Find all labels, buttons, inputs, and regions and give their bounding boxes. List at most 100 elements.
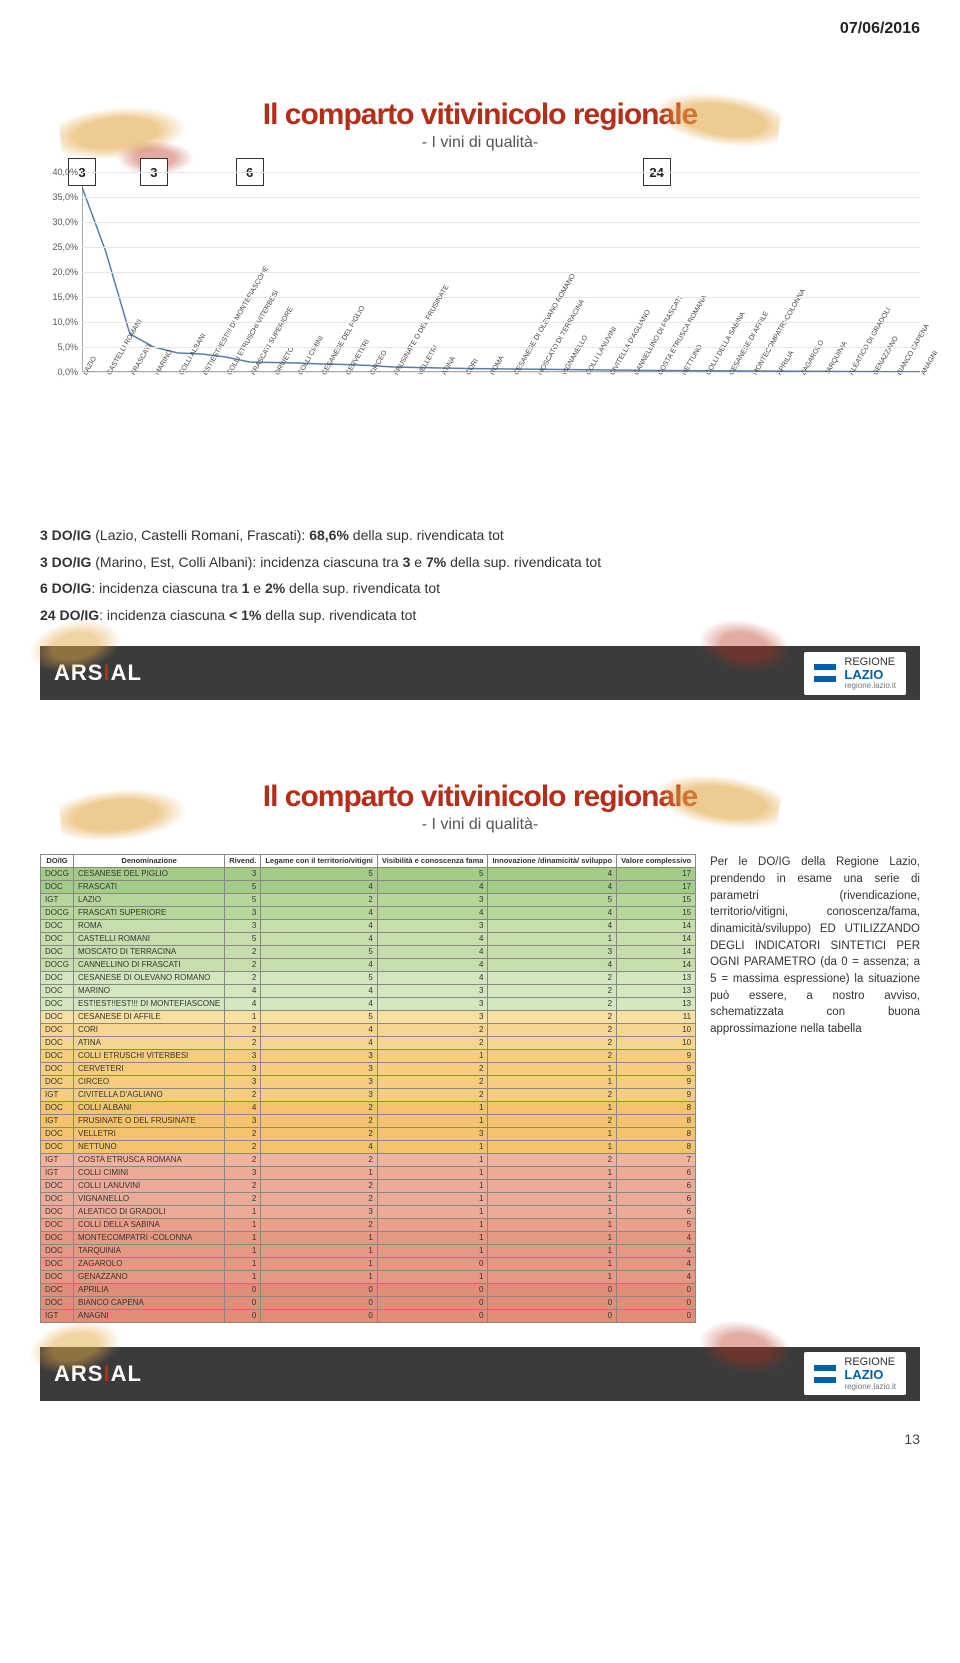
table-cell: 1 [488, 1231, 617, 1244]
table-cell: 2 [225, 958, 261, 971]
table-row: DOCCOLLI LANUVINI22116 [41, 1179, 696, 1192]
table-cell: TARQUINIA [74, 1244, 225, 1257]
table-cell: 2 [488, 1036, 617, 1049]
table-cell: 1 [488, 1166, 617, 1179]
table-row: DOCFRASCATI544417 [41, 880, 696, 893]
chart-y-tick-label: 15,0% [40, 292, 78, 302]
table-cell: COLLI ETRUSCHI VITERBESI [74, 1049, 225, 1062]
chart-y-tick-label: 10,0% [40, 317, 78, 327]
table-cell: 10 [617, 1023, 696, 1036]
table-cell: DOC [41, 1127, 74, 1140]
table-cell: VIGNANELLO [74, 1192, 225, 1205]
table-cell: 4 [261, 997, 378, 1010]
table-cell: MARINO [74, 984, 225, 997]
table-cell: 4 [488, 906, 617, 919]
table-cell: 2 [261, 1114, 378, 1127]
table-cell: 4 [225, 997, 261, 1010]
table-cell: 8 [617, 1101, 696, 1114]
table-cell: 2 [488, 1114, 617, 1127]
table-cell: 15 [617, 893, 696, 906]
table-cell: 1 [261, 1231, 378, 1244]
table-cell: CESANESE DEL PIGLIO [74, 867, 225, 880]
table-row: DOCAPRILIA00000 [41, 1283, 696, 1296]
table-cell: 1 [225, 1010, 261, 1023]
chart-y-tick-label: 35,0% [40, 192, 78, 202]
table-cell: 0 [617, 1283, 696, 1296]
table-cell: DOC [41, 932, 74, 945]
regione-lazio-badge: REGIONE LAZIO regione.lazio.it [804, 1352, 906, 1395]
regione-flag-icon [814, 664, 836, 682]
table-cell: 14 [617, 958, 696, 971]
table-note: Per le DO/IG della Regione Lazio, prende… [710, 854, 920, 1037]
table-cell: DOC [41, 1062, 74, 1075]
table-cell: 3 [225, 867, 261, 880]
table-row: DOCCOLLI ALBANI42118 [41, 1101, 696, 1114]
table-cell: FRASCATI SUPERIORE [74, 906, 225, 919]
table-cell: 4 [261, 1023, 378, 1036]
table-cell: 0 [377, 1257, 488, 1270]
table-cell: 5 [261, 1010, 378, 1023]
table-cell: 0 [225, 1309, 261, 1322]
table-cell: FRUSINATE O DEL FRUSINATE [74, 1114, 225, 1127]
doig-score-table: DO/IGDenominazioneRivend.Legame con il t… [40, 854, 696, 1323]
table-cell: 1 [488, 1244, 617, 1257]
table-cell: 0 [488, 1309, 617, 1322]
table-cell: 2 [488, 1010, 617, 1023]
table-header-cell: Denominazione [74, 855, 225, 868]
table-cell: 2 [261, 1101, 378, 1114]
section1-header: Il comparto vitivinicolo regionale - I v… [40, 98, 920, 152]
summary-bullets: 3 DO/IG (Lazio, Castelli Romani, Frascat… [40, 522, 920, 628]
table-cell: 3 [225, 1166, 261, 1179]
table-cell: 2 [377, 1062, 488, 1075]
table-row: DOCZAGAROLO11014 [41, 1257, 696, 1270]
table-cell: 1 [377, 1140, 488, 1153]
table-cell: DOC [41, 1023, 74, 1036]
table-cell: 14 [617, 932, 696, 945]
table-cell: MONTECOMPATRI -COLONNA [74, 1231, 225, 1244]
table-cell: 5 [225, 893, 261, 906]
chart-gridline [82, 172, 920, 173]
table-cell: 11 [617, 1010, 696, 1023]
table-row: IGTCOSTA ETRUSCA ROMANA22127 [41, 1153, 696, 1166]
page-number: 13 [40, 1431, 920, 1447]
table-cell: 4 [261, 880, 378, 893]
table-cell: CIVITELLA D'AGLIANO [74, 1088, 225, 1101]
table-cell: 6 [617, 1179, 696, 1192]
chart-gridline [82, 197, 920, 198]
table-cell: 1 [488, 1140, 617, 1153]
table-cell: 3 [261, 1062, 378, 1075]
regione-flag-icon [814, 1365, 836, 1383]
table-cell: 14 [617, 945, 696, 958]
table-cell: 4 [261, 958, 378, 971]
table-cell: 1 [261, 1257, 378, 1270]
table-cell: 15 [617, 906, 696, 919]
table-cell: 2 [225, 1036, 261, 1049]
summary-bullet: 6 DO/IG: incidenza ciascuna tra 1 e 2% d… [40, 575, 920, 602]
table-row: IGTCIVITELLA D'AGLIANO23229 [41, 1088, 696, 1101]
table-row: DOCMONTECOMPATRI -COLONNA11114 [41, 1231, 696, 1244]
table-cell: DOC [41, 1049, 74, 1062]
table-row: DOCGCESANESE DEL PIGLIO355417 [41, 867, 696, 880]
table-cell: 6 [617, 1166, 696, 1179]
table-cell: DOC [41, 919, 74, 932]
table-cell: 1 [488, 1270, 617, 1283]
table-cell: 1 [377, 1205, 488, 1218]
regione-lazio-badge: REGIONE LAZIO regione.lazio.it [804, 652, 906, 695]
chart-line: LAZIOCASTELLI ROMANIFRASCATIMARINOCOLLI … [40, 172, 920, 432]
table-cell: 1 [488, 1192, 617, 1205]
table-row: IGTLAZIO523515 [41, 893, 696, 906]
table-cell: 4 [261, 1140, 378, 1153]
table-cell: 2 [377, 1075, 488, 1088]
table-cell: 1 [261, 1244, 378, 1257]
chart-gridline [82, 222, 920, 223]
table-cell: ROMA [74, 919, 225, 932]
table-cell: 2 [488, 1023, 617, 1036]
table-cell: DOC [41, 997, 74, 1010]
table-cell: 4 [261, 1036, 378, 1049]
table-cell: 2 [225, 1088, 261, 1101]
table-row: DOCVIGNANELLO22116 [41, 1192, 696, 1205]
table-cell: DOC [41, 1218, 74, 1231]
table-cell: 1 [488, 1101, 617, 1114]
table-cell: 0 [261, 1283, 378, 1296]
table-cell: 3 [377, 1127, 488, 1140]
